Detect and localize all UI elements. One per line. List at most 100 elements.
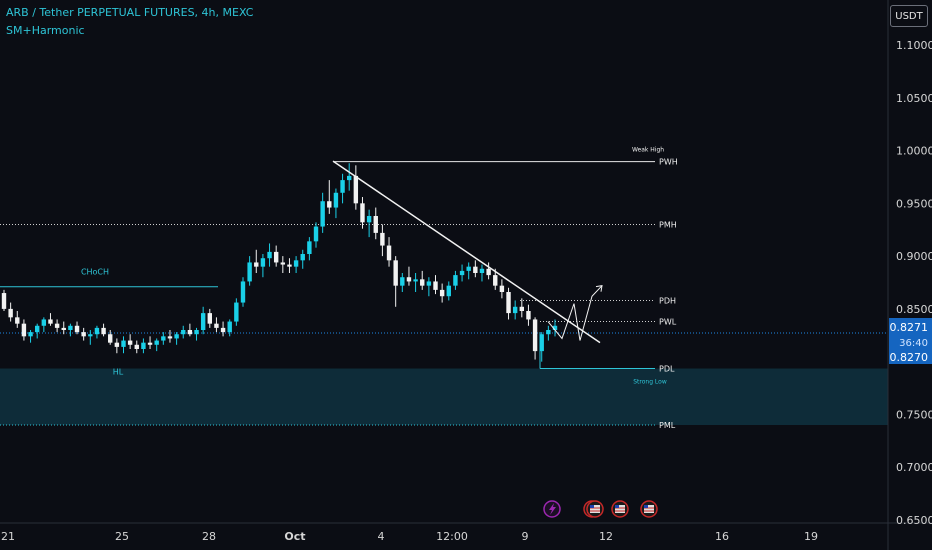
- candle-body: [134, 344, 139, 349]
- current-price-tag[interactable]: [889, 318, 932, 350]
- candle-body: [141, 342, 146, 349]
- candle-body: [21, 323, 27, 337]
- flag-field: [644, 505, 654, 513]
- second-price-tag[interactable]: [889, 350, 932, 364]
- candle-body: [539, 334, 544, 352]
- candle-body: [320, 201, 325, 227]
- candle-body: [386, 245, 392, 261]
- flag-canton: [615, 505, 619, 508]
- candle-body: [81, 332, 86, 337]
- candle-body: [214, 323, 219, 328]
- candle-body: [420, 279, 425, 286]
- flag-canton: [590, 505, 594, 508]
- candle-body: [74, 325, 80, 333]
- candle-body: [194, 330, 199, 335]
- candle-body: [313, 226, 319, 242]
- candle-body: [519, 306, 525, 311]
- flag-field: [590, 505, 600, 513]
- trendline: [332, 160, 601, 344]
- candle-body: [439, 289, 445, 297]
- symbol-title[interactable]: ARB / Tether PERPETUAL FUTURES, 4h, MEXC: [6, 6, 254, 19]
- candle-body: [473, 266, 478, 273]
- lightning-glyph: [549, 503, 556, 515]
- x-tick-label: 16: [715, 530, 729, 543]
- y-tick-label: 0.7500: [896, 408, 932, 421]
- candle-body: [267, 251, 272, 259]
- x-tick-label: Oct: [284, 530, 305, 543]
- hl-label: HL: [113, 368, 124, 377]
- candle-body: [68, 325, 73, 330]
- candle-body: [28, 332, 33, 337]
- candle-body: [360, 203, 365, 223]
- candle-body: [293, 260, 299, 267]
- candle-body: [167, 336, 173, 339]
- candle-body: [373, 216, 378, 233]
- candle-body: [433, 281, 438, 290]
- candle-body: [459, 270, 465, 276]
- candle-body: [61, 327, 66, 330]
- candle-body: [526, 311, 531, 320]
- candle-body: [479, 268, 485, 273]
- second-price-value: 0.8270: [890, 351, 929, 364]
- candle-body: [413, 279, 418, 282]
- candle-body: [340, 180, 345, 193]
- indicator-label[interactable]: SM+Harmonic: [6, 24, 85, 37]
- y-tick-label: 0.6500: [896, 514, 932, 527]
- candle-body: [333, 192, 339, 208]
- y-tick-label: 0.9500: [896, 197, 932, 210]
- candle-body: [181, 330, 186, 335]
- candle-body: [400, 277, 405, 286]
- x-tick-label: 21: [1, 530, 15, 543]
- strong-low-label: Strong Low: [633, 379, 667, 386]
- level-label-pmh: PMH: [659, 220, 677, 229]
- candle-body: [147, 342, 153, 345]
- y-tick-label: 0.9000: [896, 250, 932, 263]
- currency-button[interactable]: USDT: [890, 5, 928, 27]
- candle-body: [446, 285, 451, 297]
- candle-body: [307, 241, 312, 254]
- candle-body: [54, 323, 60, 328]
- candle-body: [1, 293, 7, 309]
- x-tick-label: 19: [804, 530, 818, 543]
- x-tick-label: 25: [115, 530, 129, 543]
- candle-body: [499, 285, 505, 292]
- candle-body: [174, 334, 179, 339]
- x-tick-label: 12:00: [436, 530, 468, 543]
- level-label-pwh: PWH: [659, 158, 678, 167]
- candle-body: [94, 327, 100, 335]
- y-tick-label: 1.0500: [896, 92, 932, 105]
- candle-body: [41, 319, 47, 326]
- candle-body: [406, 277, 412, 282]
- candle-body: [187, 330, 193, 335]
- x-tick-label: 28: [202, 530, 216, 543]
- candle-body: [8, 308, 13, 318]
- choch-label: CHoCH: [81, 268, 109, 277]
- candle-body: [220, 327, 226, 333]
- candle-body: [161, 336, 166, 341]
- candle-body: [287, 264, 292, 267]
- candle-body: [207, 313, 212, 324]
- candle-countdown: 36:40: [899, 338, 928, 349]
- current-price-value: 0.8271: [890, 321, 929, 334]
- candle-body: [154, 340, 159, 345]
- candle-body: [247, 262, 252, 282]
- candle-body: [380, 232, 385, 246]
- level-label-pwl: PWL: [659, 318, 677, 327]
- y-tick-label: 1.1000: [896, 39, 932, 52]
- candle-body: [280, 262, 286, 265]
- candle-body: [347, 175, 352, 181]
- candle-body: [15, 317, 20, 324]
- candle-body: [486, 268, 491, 276]
- flag-canton: [644, 505, 648, 508]
- weak-high-label: Weak High: [632, 147, 664, 154]
- candle-body: [101, 327, 106, 335]
- candle-body: [506, 292, 511, 314]
- candle-body: [426, 281, 432, 286]
- x-tick-label: 12: [599, 530, 613, 543]
- candle-body: [393, 260, 398, 286]
- x-tick-label: 4: [378, 530, 385, 543]
- candle-body: [200, 313, 206, 330]
- candle-body: [227, 321, 232, 333]
